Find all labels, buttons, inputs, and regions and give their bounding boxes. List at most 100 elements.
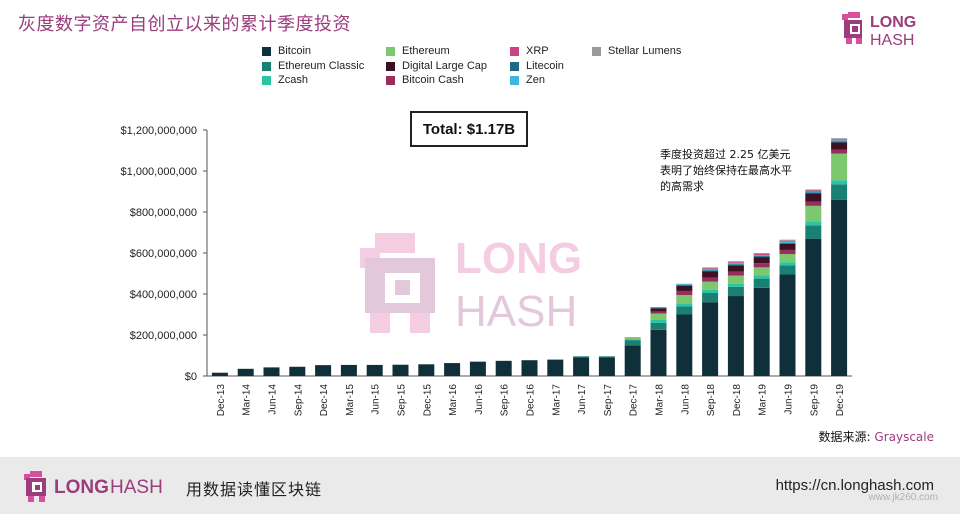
legend-swatch (510, 75, 519, 85)
chart-legend: Bitcoin Ethereum XRP Stellar Lumens Ethereum… (262, 45, 732, 91)
chart-title: 灰度数字资产自创立以来的累计季度投资 (18, 14, 351, 35)
bar-segment (702, 281, 719, 290)
footer-bar: LONG HASH 用数据读懂区块链 https://cn.longhash.c… (0, 457, 960, 514)
bar-segment (753, 256, 770, 258)
bar-segment (676, 283, 693, 285)
bar-segment (753, 254, 770, 256)
bar-segment (779, 265, 796, 275)
bar-segment (650, 322, 667, 330)
bar-segment (727, 265, 744, 272)
bar-segment (650, 313, 667, 320)
bar-segment (598, 357, 615, 376)
bar-segment (444, 363, 461, 376)
footer-url-link[interactable]: https://cn.longhash.com (775, 477, 934, 494)
x-tick-label: Sep-17 (603, 384, 614, 417)
x-tick-label: Mar-15 (345, 384, 356, 416)
legend-swatch (510, 46, 519, 56)
data-source: 数据来源: Grayscale (819, 428, 934, 445)
bar-segment (805, 238, 822, 376)
bar-segment (676, 284, 693, 286)
legend-item: Litecoin (510, 60, 564, 72)
bar-segment (727, 264, 744, 266)
bar-segment (805, 201, 822, 206)
bar-segment (727, 283, 744, 287)
annotation-line: 季度投资超过 2.25 亿美元 (660, 148, 791, 161)
x-tick-label: Dec-13 (216, 384, 227, 417)
bar-segment (831, 141, 848, 143)
x-tick-label: Dec-14 (319, 384, 330, 417)
legend-item: Zcash (262, 74, 308, 86)
x-tick-label: Dec-17 (629, 384, 640, 417)
bar-segment (676, 290, 693, 296)
legend-label: Litecoin (526, 60, 564, 72)
x-tick-label: Sep-19 (809, 384, 820, 417)
x-tick-label: Sep-18 (706, 384, 717, 417)
bar-segment (779, 239, 796, 241)
x-tick-label: Sep-14 (293, 384, 304, 417)
x-tick-label: Mar-18 (655, 384, 666, 416)
bar-segment (418, 364, 435, 376)
y-tick-label: $0 (185, 371, 197, 383)
legend-item: Ethereum Classic (262, 60, 364, 72)
x-tick-label: Mar-19 (758, 384, 769, 416)
legend-label: Zcash (278, 74, 308, 86)
x-tick-label: Sep-15 (397, 384, 408, 417)
logo-word-long: LONG (870, 14, 916, 31)
bar-segment (753, 253, 770, 255)
legend-label: Digital Large Cap (402, 60, 487, 72)
bar-segment (315, 365, 332, 376)
y-tick-label: $400,000,000 (130, 289, 197, 301)
bar-segment (650, 307, 667, 309)
y-tick-label: $1,200,000,000 (121, 125, 197, 137)
x-tick-label: Jun-15 (371, 384, 382, 415)
longhash-logo: LONG HASH (842, 12, 916, 48)
bar-segment (831, 180, 848, 185)
bar-segment (676, 314, 693, 376)
bar-segment (624, 339, 641, 341)
bar-segment (263, 367, 280, 376)
bar-segment (753, 255, 770, 257)
source-name: Grayscale (874, 430, 934, 444)
bar-segment (831, 142, 848, 150)
bar-segment (624, 345, 641, 376)
bar-segment (598, 356, 615, 358)
bar-segment (289, 366, 306, 376)
bar-segment (753, 267, 770, 276)
bar-segment (831, 184, 848, 200)
x-tick-label: Mar-17 (551, 384, 562, 416)
legend-label: Zen (526, 74, 545, 86)
bar-segment (521, 360, 538, 376)
x-tick-label: Jun-18 (680, 384, 691, 415)
bar-segment (831, 139, 848, 141)
legend-label: Ethereum (402, 45, 450, 57)
bar-segment (702, 289, 719, 293)
bar-segment (779, 242, 796, 244)
bar-segment (237, 368, 254, 376)
bar-segment (805, 192, 822, 194)
bar-segment (624, 340, 641, 346)
bar-segment (727, 286, 744, 297)
bar-segment (805, 190, 822, 192)
legend-swatch (592, 46, 601, 56)
bar-segment (779, 254, 796, 263)
bar-segment (650, 319, 667, 323)
legend-item: XRP (510, 45, 549, 57)
bar-segment (753, 278, 770, 288)
bar-segment (779, 249, 796, 255)
bar-segment (702, 302, 719, 376)
bar-segment (676, 306, 693, 315)
bar-chart: $0 $200,000,000 $400,000,000 $600,000,000 $8… (121, 125, 852, 417)
bar-segment (753, 287, 770, 376)
watermark-word-long: LONG (455, 234, 582, 283)
bar-segment (805, 221, 822, 226)
y-tick-label: $200,000,000 (130, 330, 197, 342)
bar-segment (753, 275, 770, 279)
total-label: Total: $1.17B (410, 111, 528, 147)
legend-swatch (262, 61, 271, 71)
legend-swatch (386, 61, 395, 71)
y-tick-label: $800,000,000 (130, 207, 197, 219)
bar-segment (547, 359, 564, 376)
x-tick-label: Jun-16 (474, 384, 485, 415)
bar-segment (702, 292, 719, 303)
bar-segment (779, 241, 796, 243)
